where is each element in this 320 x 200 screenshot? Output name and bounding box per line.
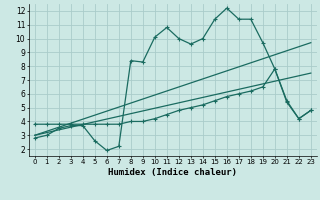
X-axis label: Humidex (Indice chaleur): Humidex (Indice chaleur) [108,168,237,177]
